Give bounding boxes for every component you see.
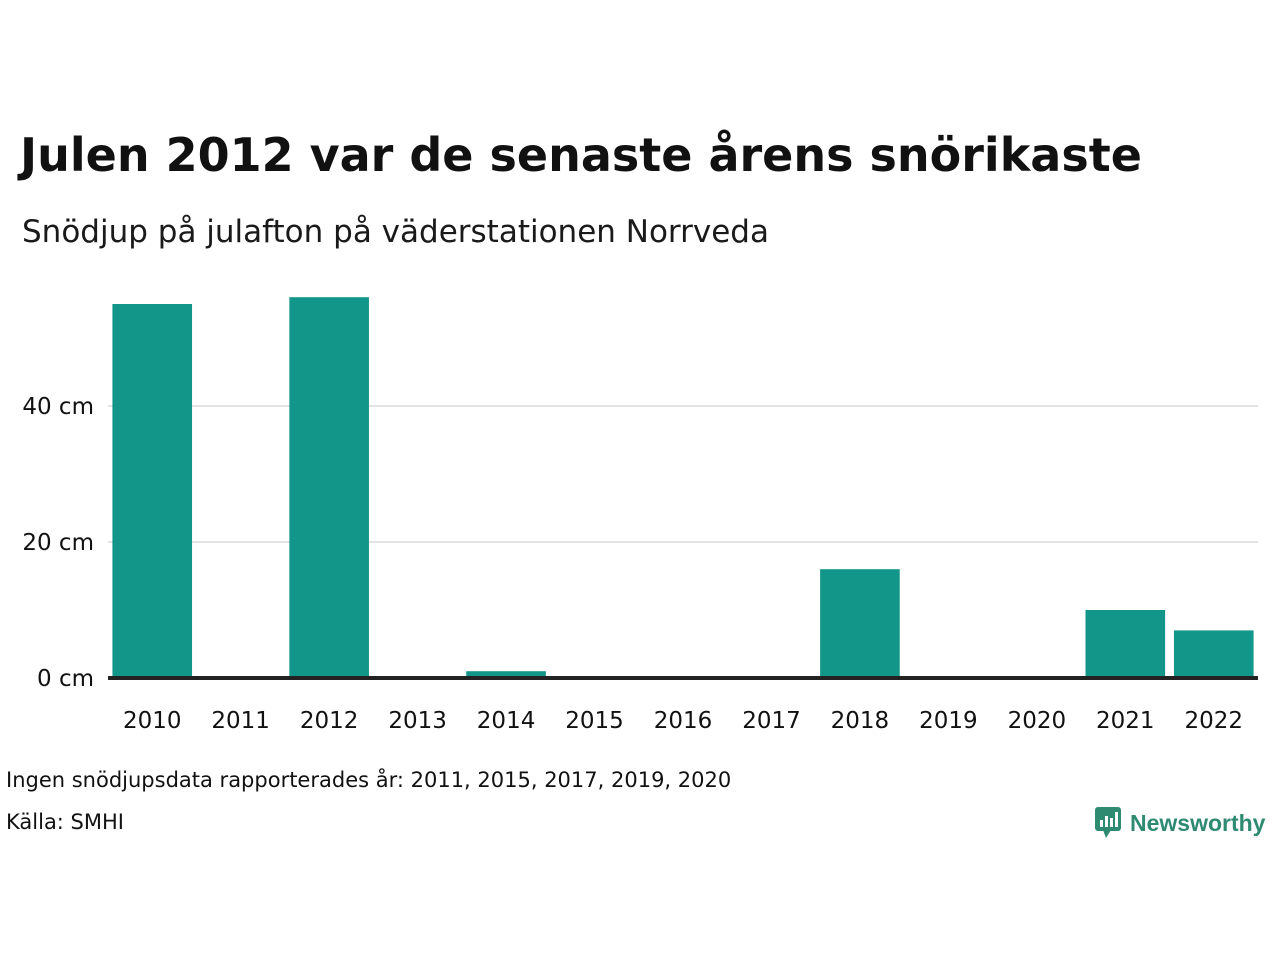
x-tick-label: 2021 xyxy=(1096,708,1155,734)
x-tick-label: 2012 xyxy=(300,708,359,734)
source-note: Källa: SMHI xyxy=(6,810,124,834)
x-tick-label: 2022 xyxy=(1184,708,1243,734)
bar-2010 xyxy=(112,304,193,678)
y-tick-label: 40 cm xyxy=(22,394,94,420)
x-axis-ticks: 2010 2011 2012 2013 2014 2015 2016 2017 2018 2019… xyxy=(123,708,1243,734)
brand-logo: Newsworthy xyxy=(1094,806,1265,840)
missing-data-note: Ingen snödjupsdata rapporterades år: 201… xyxy=(6,768,732,792)
x-tick-label: 2015 xyxy=(565,708,624,734)
bar-2014 xyxy=(466,671,546,678)
bars xyxy=(112,297,1254,678)
brand-name: Newsworthy xyxy=(1130,809,1266,836)
x-tick-label: 2020 xyxy=(1008,708,1067,734)
bar-2018 xyxy=(820,569,900,678)
x-tick-label: 2018 xyxy=(831,708,890,734)
x-tick-label: 2014 xyxy=(477,708,536,734)
bar-2012 xyxy=(289,297,369,678)
x-tick-label: 2017 xyxy=(742,708,801,734)
grid-lines xyxy=(108,405,1258,543)
x-tick-label: 2013 xyxy=(388,708,447,734)
chart-subtitle: Snödjup på julafton på väderstationen No… xyxy=(22,214,769,250)
y-tick-label: 20 cm xyxy=(22,530,94,556)
x-tick-label: 2010 xyxy=(123,708,182,734)
chart-title: Julen 2012 var de senaste årens snörikas… xyxy=(20,128,1142,182)
x-tick-label: 2016 xyxy=(654,708,713,734)
bar-chart-speech-bubble-icon xyxy=(1095,807,1121,838)
bar-2021 xyxy=(1085,610,1166,678)
bar-2022 xyxy=(1173,630,1254,678)
x-tick-label: 2011 xyxy=(211,708,270,734)
y-axis-ticks: 0 cm 20 cm 40 cm xyxy=(22,394,94,692)
y-tick-label: 0 cm xyxy=(37,666,94,692)
x-tick-label: 2019 xyxy=(919,708,978,734)
